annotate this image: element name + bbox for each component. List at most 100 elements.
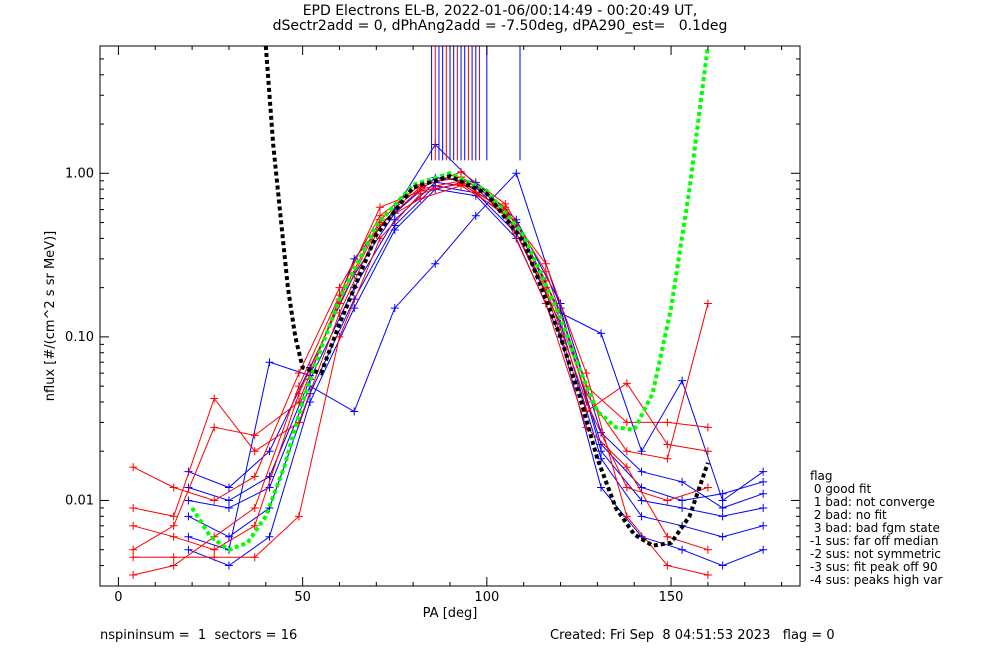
y-tick-label: 0.10 [65, 330, 94, 345]
series-point [265, 483, 274, 492]
series-point [294, 389, 303, 398]
series-point [250, 472, 259, 481]
series-point [129, 545, 138, 554]
series-point [457, 167, 466, 176]
series-point [597, 483, 606, 492]
series-point [678, 496, 687, 505]
series-point [582, 397, 591, 406]
series-point [663, 532, 672, 541]
series-point [265, 472, 274, 481]
x-tick-label: 50 [294, 590, 311, 605]
series-point [703, 299, 712, 308]
series-point [718, 503, 727, 512]
series-point [335, 283, 344, 292]
series-point [637, 512, 646, 521]
series-line [188, 143, 764, 551]
series-point [390, 304, 399, 313]
legend-item: -3 sus: fit peak off 90 [810, 560, 938, 574]
y-axis-label: nflux [#/(cm^2 s sr MeV)] [43, 231, 58, 401]
series-point [250, 553, 259, 562]
series-point [265, 532, 274, 541]
legend-item: 0 good fit [810, 482, 872, 496]
series-point [129, 521, 138, 530]
series-point [759, 467, 768, 476]
series-point [416, 194, 425, 203]
series-point [622, 379, 631, 388]
series-point [169, 532, 178, 541]
series-point [637, 467, 646, 476]
x-axis-label: PA [deg] [423, 606, 478, 621]
legend-item: -2 sus: not symmetric [810, 547, 941, 561]
series-point [169, 512, 178, 521]
series-line [188, 177, 764, 509]
series-point [703, 571, 712, 580]
series-point [224, 496, 233, 505]
series-point [718, 496, 727, 505]
series-point [471, 211, 480, 220]
series-point [759, 503, 768, 512]
series-point [718, 561, 727, 570]
series-point [210, 545, 219, 554]
series-point [759, 489, 768, 498]
series-point [541, 259, 550, 268]
series-line [133, 183, 709, 576]
legend-item: 3 bad: bad fgm state [810, 521, 940, 535]
series-point [129, 553, 138, 562]
series-line [188, 185, 764, 538]
legend-item: 2 bad: no fit [810, 508, 887, 522]
series-point [759, 545, 768, 554]
series-point [184, 532, 193, 541]
series-line [188, 188, 764, 567]
series-point [294, 512, 303, 521]
series-line [133, 185, 709, 551]
series-point [512, 169, 521, 178]
series-point [582, 369, 591, 378]
series-line [133, 181, 709, 558]
series-point [703, 545, 712, 554]
series-point [663, 454, 672, 463]
series-point [224, 503, 233, 512]
series-point [663, 496, 672, 505]
series-point [265, 358, 274, 367]
series-point [622, 483, 631, 492]
series-point [129, 571, 138, 580]
series-point [169, 561, 178, 570]
chart-title-line1: EPD Electrons EL-B, 2022-01-06/00:14:49 … [302, 3, 698, 19]
series-point [250, 447, 259, 456]
series-point [663, 440, 672, 449]
series-point [622, 463, 631, 472]
series-point [210, 394, 219, 403]
series-point [663, 418, 672, 427]
data-layer [129, 46, 768, 580]
x-tick-label: 150 [659, 590, 684, 605]
series-point [718, 512, 727, 521]
series-point [759, 477, 768, 486]
series-point [210, 423, 219, 432]
series-line [132, 171, 708, 551]
x-tick-label: 0 [114, 590, 122, 605]
series-point [678, 503, 687, 512]
series-point [250, 521, 259, 530]
series-point [376, 203, 384, 212]
series-point [184, 512, 193, 521]
footer-left-info: nspininsum = 1 sectors = 16 [100, 628, 298, 643]
series-point [294, 369, 303, 378]
series-point [376, 234, 384, 243]
series-point [431, 259, 440, 268]
x-tick-label: 100 [474, 590, 499, 605]
series-point [306, 397, 314, 406]
series-point [678, 477, 687, 486]
fit-curve [190, 46, 710, 552]
flag-legend: flag 0 good fit 1 bad: not converge 2 ba… [810, 470, 942, 587]
series-point [678, 376, 687, 385]
series-point [703, 483, 712, 492]
y-tick-label: 1.00 [65, 166, 94, 181]
series-point [184, 496, 193, 505]
series-point [759, 521, 768, 530]
series-point [210, 496, 219, 505]
series-point [210, 553, 219, 562]
series-point [294, 382, 303, 391]
fit-curve [263, 46, 710, 548]
series-point [250, 431, 259, 440]
